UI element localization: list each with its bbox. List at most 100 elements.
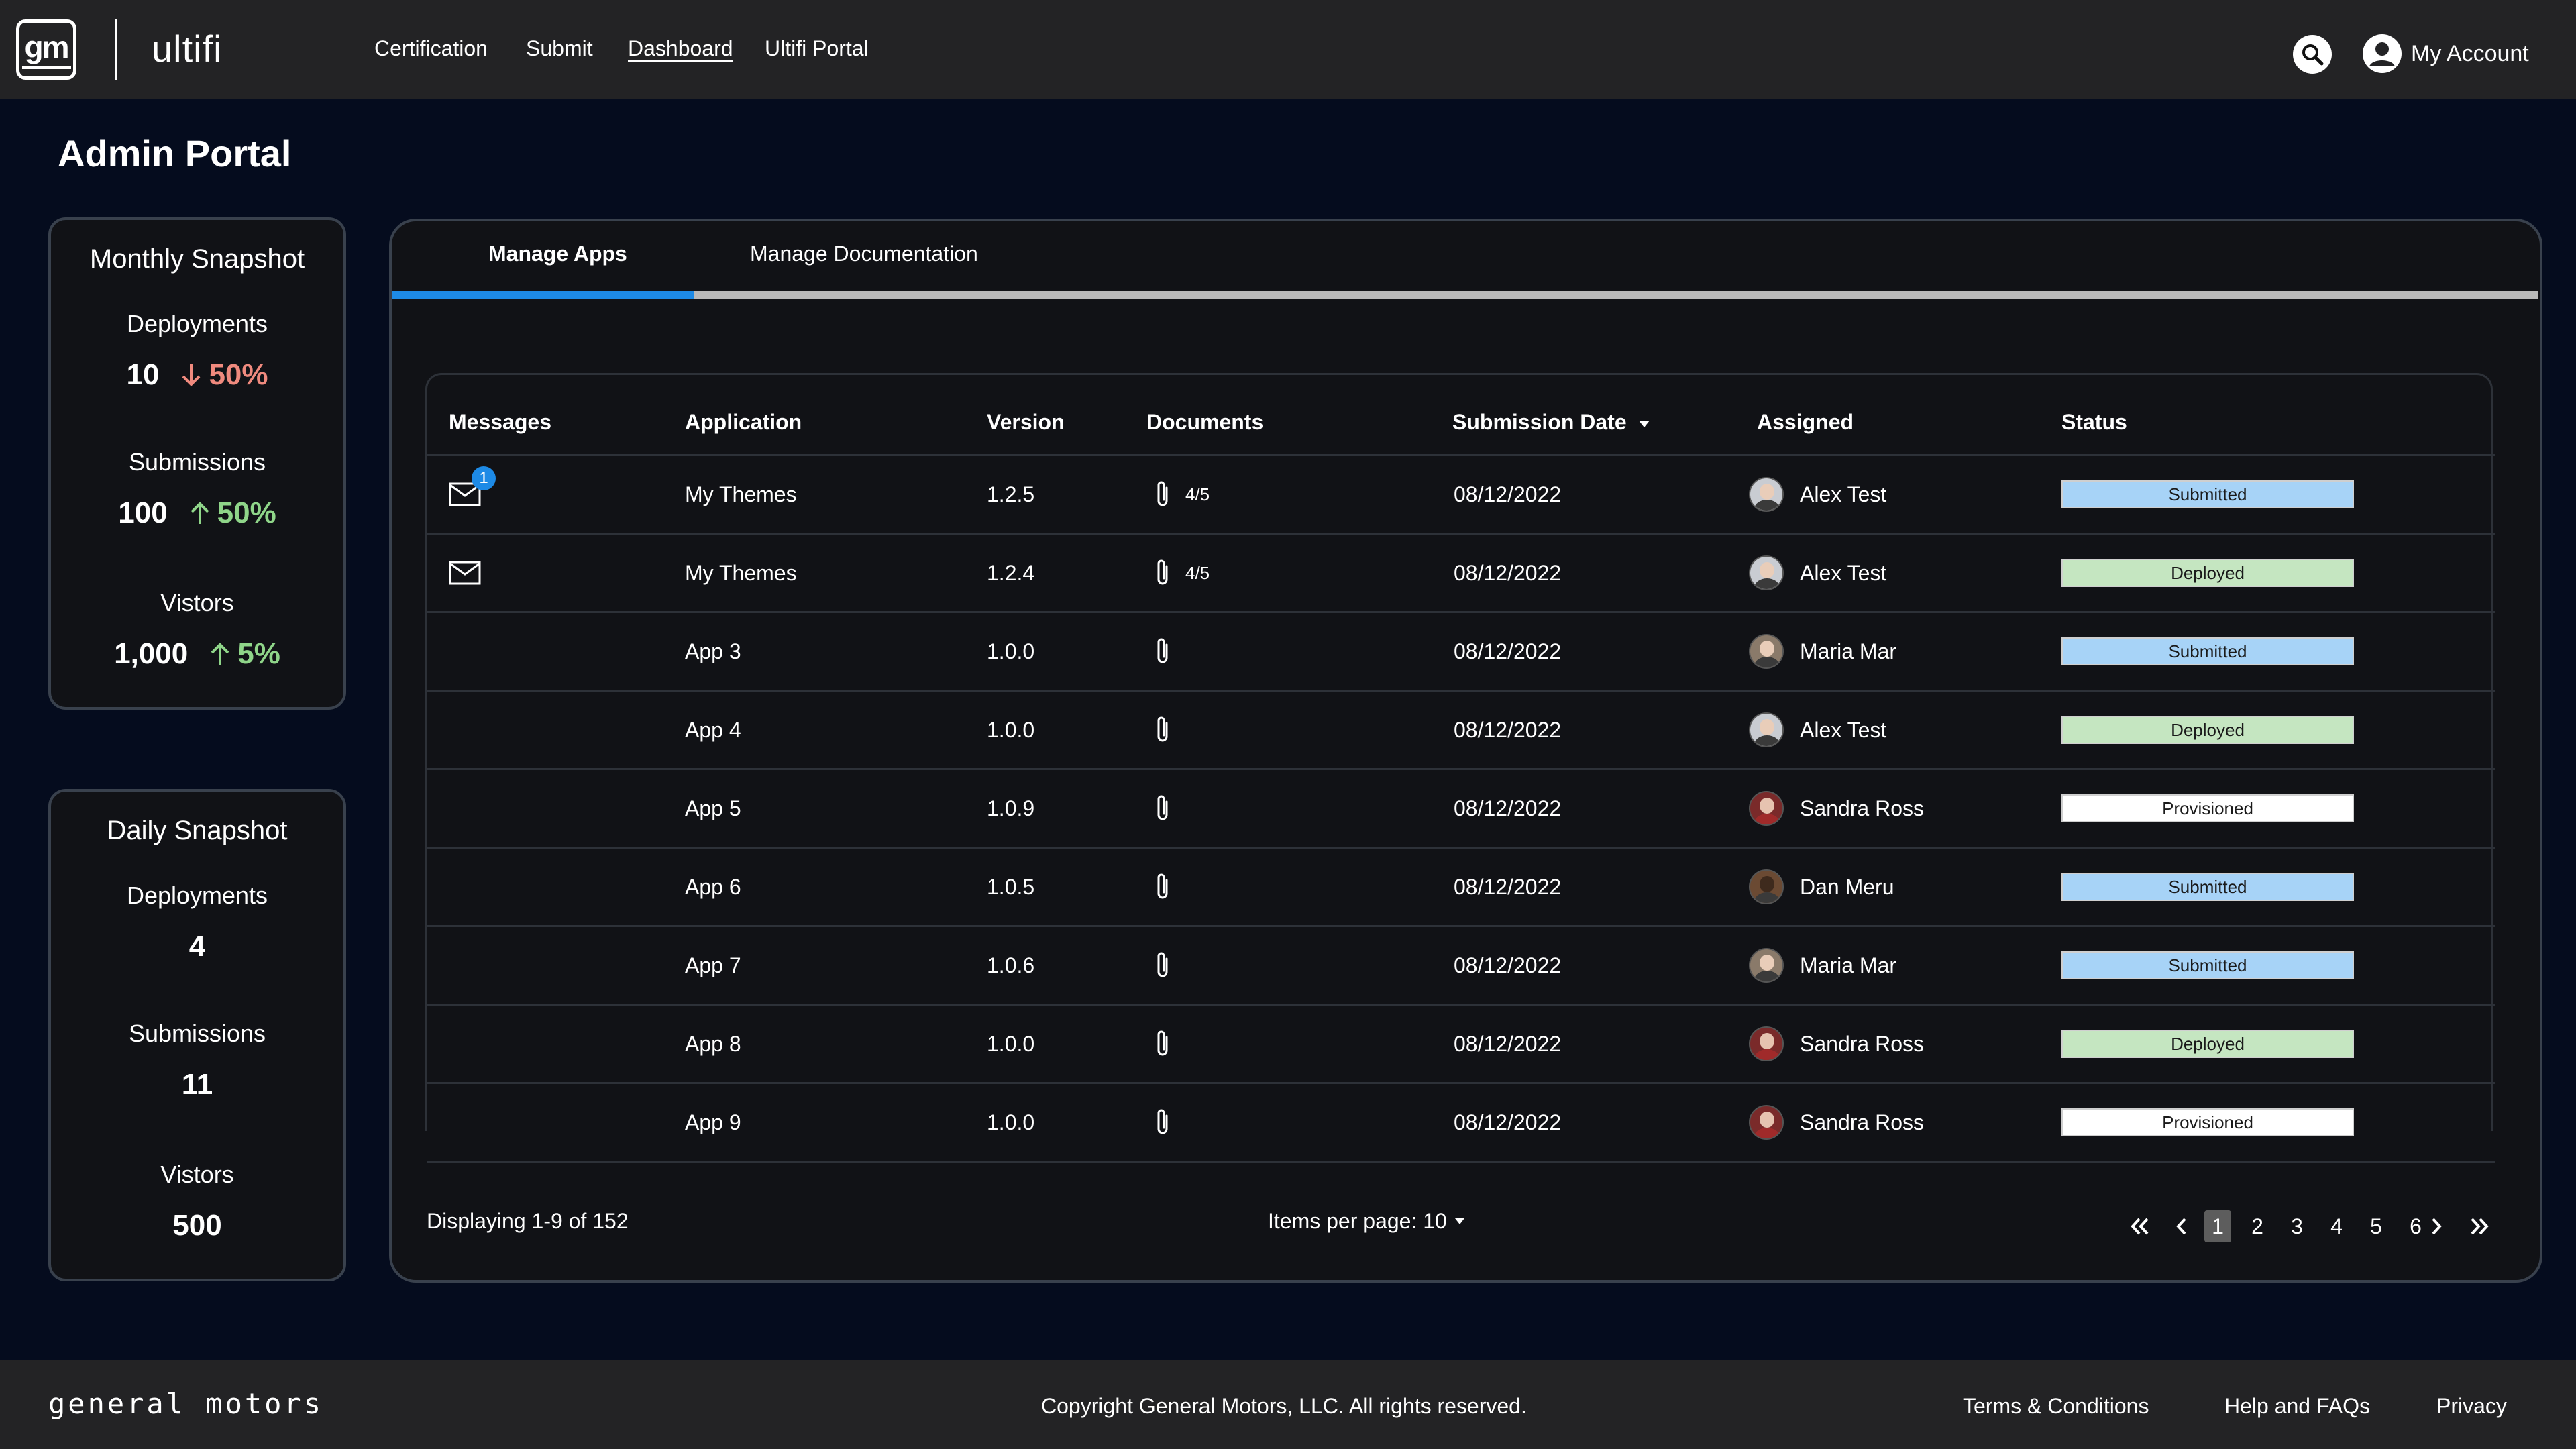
assignee-name: Alex Test [1800, 482, 1887, 506]
page-6-button[interactable]: 6 [2410, 1214, 2422, 1238]
page-1-button[interactable]: 1 [2204, 1210, 2231, 1242]
documents-cell[interactable] [1153, 849, 1172, 925]
message-button[interactable]: 1 [449, 466, 496, 506]
items-per-page-select[interactable]: Items per page: 10 [1268, 1209, 1464, 1234]
status-badge: Provisioned [2061, 794, 2354, 822]
assigned-cell[interactable]: Maria Mar [1749, 927, 1896, 1004]
search-icon [2302, 44, 2324, 66]
version-cell: 1.0.0 [987, 1110, 1035, 1134]
assigned-cell[interactable]: Sandra Ross [1749, 1006, 1924, 1082]
assigned-cell[interactable]: Maria Mar [1749, 613, 1896, 690]
application-cell[interactable]: App 5 [685, 796, 741, 820]
documents-cell[interactable] [1153, 927, 1172, 1004]
status-cell: Deployed [2061, 535, 2354, 611]
application-cell[interactable]: My Themes [685, 482, 797, 506]
application-cell[interactable]: App 9 [685, 1110, 741, 1134]
table-row[interactable]: App 5 1.0.9 08/12/2022 Sandra Ross Provision… [427, 770, 2495, 849]
table-row[interactable]: App 6 1.0.5 08/12/2022 Dan Meru Submitted [427, 849, 2495, 927]
next-page-button[interactable] [2427, 1210, 2447, 1242]
search-button[interactable] [2293, 35, 2332, 74]
double-chevron-left-icon [2131, 1218, 2149, 1235]
page-5-button[interactable]: 5 [2370, 1214, 2382, 1238]
status-badge: Deployed [2061, 559, 2354, 587]
unread-badge: 1 [472, 466, 496, 490]
gm-logo[interactable]: gm [16, 19, 76, 80]
nav-dashboard[interactable]: Dashboard [628, 36, 733, 60]
status-cell: Submitted [2061, 849, 2354, 925]
table-row[interactable]: 1 My Themes 1.2.5 4/5 08/12/2022 Alex Test Sub… [427, 456, 2495, 535]
paperclip-icon [1157, 481, 1168, 506]
application-cell[interactable]: App 6 [685, 874, 741, 899]
status-badge: Submitted [2061, 951, 2354, 979]
row-divider [427, 847, 2495, 849]
documents-cell[interactable]: 4/5 [1153, 456, 1210, 533]
status-badge: Submitted [2061, 873, 2354, 901]
avatar [1749, 634, 1784, 669]
application-cell[interactable]: App 7 [685, 953, 741, 977]
stat-label: Vistors [160, 589, 234, 616]
prev-page-button[interactable] [2171, 1210, 2191, 1242]
nav-submit[interactable]: Submit [526, 36, 593, 60]
assigned-cell[interactable]: Alex Test [1749, 456, 1886, 533]
privacy-link[interactable]: Privacy [2436, 1394, 2507, 1418]
header-divider [115, 19, 117, 80]
version-cell: 1.0.0 [987, 717, 1035, 742]
arrow-up-icon [211, 643, 229, 665]
monthly-snapshot-title: Monthly Snapshot [89, 244, 305, 274]
assignee-name: Alex Test [1800, 560, 1887, 585]
page-3-button[interactable]: 3 [2291, 1214, 2303, 1238]
table-row[interactable]: My Themes 1.2.4 4/5 08/12/2022 Alex Test Depl… [427, 535, 2495, 613]
row-divider [427, 925, 2495, 927]
sort-caret-icon [1638, 420, 1650, 427]
documents-cell[interactable] [1153, 1006, 1172, 1082]
assigned-cell[interactable]: Alex Test [1749, 692, 1886, 768]
tab-manage-documentation[interactable]: Manage Documentation [750, 241, 978, 266]
table-row[interactable]: App 8 1.0.0 08/12/2022 Sandra Ross Deployed [427, 1006, 2495, 1084]
table-row[interactable]: App 9 1.0.0 08/12/2022 Sandra Ross Provision… [427, 1084, 2495, 1163]
assigned-cell[interactable]: Alex Test [1749, 535, 1886, 611]
arrow-down-icon [182, 364, 201, 386]
row-divider [427, 611, 2495, 613]
documents-cell[interactable] [1153, 770, 1172, 847]
brand-name[interactable]: ultifi [152, 28, 223, 70]
assigned-cell[interactable]: Sandra Ross [1749, 1084, 1924, 1161]
application-cell[interactable]: App 8 [685, 1031, 741, 1056]
paperclip-icon [1157, 1109, 1168, 1134]
first-page-button[interactable] [2127, 1210, 2153, 1242]
table-row[interactable]: App 3 1.0.0 08/12/2022 Maria Mar Submitted [427, 613, 2495, 692]
application-cell[interactable]: My Themes [685, 560, 797, 585]
row-divider [427, 768, 2495, 770]
col-assigned: Assigned [1757, 410, 1854, 434]
assignee-name: Dan Meru [1800, 874, 1894, 899]
table-row[interactable]: App 4 1.0.0 08/12/2022 Alex Test Deployed [427, 692, 2495, 770]
page-4-button[interactable]: 4 [2330, 1214, 2343, 1238]
help-faqs-link[interactable]: Help and FAQs [2224, 1394, 2370, 1418]
version-cell: 1.2.4 [987, 560, 1035, 585]
tab-manage-apps[interactable]: Manage Apps [488, 241, 627, 266]
table-row[interactable]: App 7 1.0.6 08/12/2022 Maria Mar Submitted [427, 927, 2495, 1006]
documents-cell[interactable] [1153, 692, 1172, 768]
nav-ultifi-portal[interactable]: Ultifi Portal [765, 36, 869, 60]
documents-cell[interactable] [1153, 1084, 1172, 1161]
page-2-button[interactable]: 2 [2251, 1214, 2263, 1238]
application-cell[interactable]: App 3 [685, 639, 741, 663]
last-page-button[interactable] [2466, 1210, 2493, 1242]
footer: general motors Copyright General Motors,… [0, 1360, 2576, 1449]
documents-cell[interactable]: 4/5 [1153, 535, 1210, 611]
application-cell[interactable]: App 4 [685, 717, 741, 742]
documents-cell[interactable] [1153, 613, 1172, 690]
my-account-button[interactable]: My Account [2363, 34, 2529, 74]
avatar [1749, 477, 1784, 512]
row-divider [427, 1161, 2495, 1163]
assigned-cell[interactable]: Sandra Ross [1749, 770, 1924, 847]
status-cell: Submitted [2061, 456, 2354, 533]
message-button[interactable] [449, 561, 481, 585]
assigned-cell[interactable]: Dan Meru [1749, 849, 1894, 925]
col-submission-date[interactable]: Submission Date [1452, 410, 1650, 435]
stat-label: Deployments [126, 310, 268, 337]
paperclip-icon [1157, 873, 1168, 899]
daily-snapshot-card: Daily Snapshot Deployments 4 Submissions… [48, 789, 346, 1281]
version-cell: 1.0.6 [987, 953, 1035, 977]
terms-link[interactable]: Terms & Conditions [1963, 1394, 2149, 1418]
nav-certification[interactable]: Certification [374, 36, 488, 60]
